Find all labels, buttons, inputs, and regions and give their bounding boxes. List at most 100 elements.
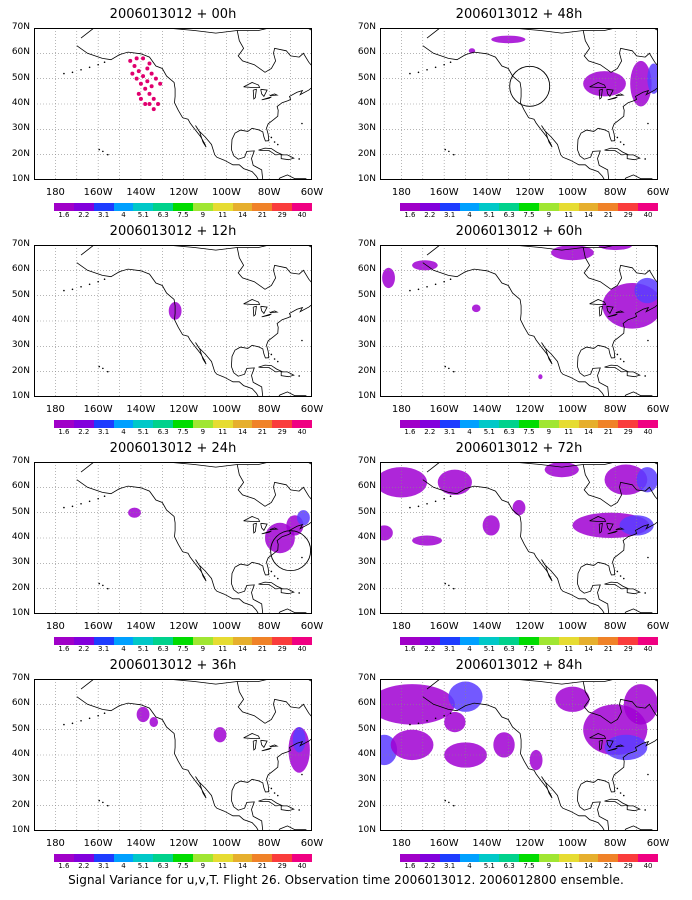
- colorbar-swatch: [113, 203, 134, 211]
- colorbar-swatch: [173, 420, 193, 428]
- coastline: [230, 737, 312, 831]
- colorbar-label: 3.1: [98, 645, 110, 653]
- island: [71, 288, 74, 291]
- colorbar-label: 6.3: [157, 211, 169, 219]
- lon-tick-label: 100W: [557, 621, 587, 632]
- colorbar-swatch: [499, 637, 520, 645]
- colorbar-swatch: [192, 203, 213, 211]
- coastline: [260, 88, 268, 98]
- lat-tick-label: 10N: [11, 391, 30, 401]
- island: [644, 809, 646, 811]
- colorbar-swatch: [419, 203, 440, 211]
- colorbar-swatch: [598, 203, 619, 211]
- colorbar-label: 9: [200, 862, 206, 870]
- colorbar-swatch: [558, 203, 579, 211]
- island: [270, 353, 273, 356]
- lat-tick-label: 50N: [11, 723, 30, 734]
- colorbar-label: 29: [623, 428, 633, 436]
- colorbar-swatch: [439, 203, 460, 211]
- colorbar-swatch: [598, 854, 619, 862]
- signal-contour: [390, 729, 434, 761]
- coastline: [626, 371, 641, 378]
- colorbar-swatch: [400, 854, 420, 862]
- lon-tick-label: 60W: [300, 187, 324, 198]
- colorbar-swatch: [153, 637, 174, 645]
- lat-tick-label: 40N: [357, 532, 376, 542]
- island: [103, 712, 106, 714]
- colorbar-swatch: [578, 637, 599, 645]
- observation-dot: [136, 69, 141, 74]
- coastline: [236, 247, 312, 290]
- colorbar-swatch: [232, 854, 253, 862]
- colorbar-label: 5.1: [137, 862, 149, 870]
- coastline: [422, 262, 605, 397]
- observation-dot: [143, 86, 148, 91]
- coastline: [607, 313, 618, 318]
- colorbar-label: 14: [238, 645, 247, 653]
- island: [106, 587, 109, 590]
- colorbar-swatch: [400, 420, 420, 428]
- colorbar-label: 2.2: [424, 428, 436, 436]
- colorbar-swatch: [212, 854, 233, 862]
- colorbar-swatch: [558, 854, 579, 862]
- lon-tick-label: 100W: [557, 187, 587, 198]
- lon-tick-label: 180: [391, 187, 411, 198]
- coastline: [426, 245, 658, 256]
- panel-title: 2006013012 + 12h: [109, 224, 237, 239]
- colorbar-label: 9: [546, 211, 552, 219]
- colorbar-label: 9: [200, 645, 206, 653]
- colorbar-swatch: [578, 420, 599, 428]
- colorbar-swatch: [232, 420, 253, 428]
- coastline: [269, 93, 279, 96]
- coastline: [426, 462, 658, 473]
- colorbar-label: 5.1: [483, 428, 495, 436]
- coastline: [623, 825, 655, 831]
- signal-contour: [437, 469, 472, 495]
- colorbar-swatch: [499, 203, 520, 211]
- colorbar-swatch: [519, 854, 539, 862]
- signal-contour: [493, 732, 515, 758]
- coastline: [258, 798, 284, 807]
- lon-tick-label: 140W: [472, 404, 502, 415]
- colorbar-swatch: [173, 637, 193, 645]
- signal-contour: [512, 500, 526, 516]
- colorbar-swatch: [54, 203, 74, 211]
- colorbar-swatch: [73, 420, 94, 428]
- colorbar-swatch: [479, 854, 500, 862]
- map-panel: 2006013012 + 84h 70N 60N 50N 40N 30N 20N 10N 180…: [346, 651, 692, 870]
- lat-tick-label: 30N: [11, 340, 30, 351]
- island: [619, 792, 622, 794]
- lat-tick-label: 60N: [357, 698, 376, 709]
- signal-contour: [380, 467, 428, 498]
- island: [106, 804, 109, 807]
- coastline: [277, 174, 309, 180]
- colorbar-label: 1.6: [58, 428, 70, 436]
- coastline: [615, 527, 625, 530]
- lat-tick-label: 50N: [357, 289, 376, 300]
- colorbar-label: 40: [297, 211, 307, 219]
- lat-tick-label: 60N: [357, 264, 376, 275]
- island: [71, 71, 74, 74]
- colorbar-swatch: [153, 203, 174, 211]
- island: [434, 717, 437, 720]
- colorbar-swatch: [419, 420, 440, 428]
- map-frame: [34, 245, 312, 397]
- colorbar-swatch: [133, 637, 154, 645]
- lon-tick-label: 160W: [83, 621, 113, 632]
- observation-dot: [134, 56, 139, 61]
- island: [276, 577, 279, 580]
- coastline: [76, 479, 259, 614]
- colorbar-swatch: [479, 420, 500, 428]
- lon-tick-label: 140W: [472, 838, 502, 849]
- island: [452, 804, 455, 807]
- lon-tick-label: 60W: [300, 838, 324, 849]
- island: [103, 495, 106, 497]
- colorbar-label: 9: [200, 428, 206, 436]
- coastline: [252, 88, 257, 100]
- lon-tick-label: 180: [45, 621, 65, 632]
- colorbar-label: 9: [546, 428, 552, 436]
- lon-tick-label: 140W: [472, 187, 502, 198]
- colorbar-swatch: [638, 203, 658, 211]
- lat-tick-label: 60N: [357, 481, 376, 492]
- signal-contour: [538, 374, 543, 380]
